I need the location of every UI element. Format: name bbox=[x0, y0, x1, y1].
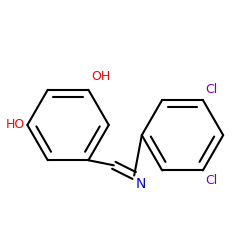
Text: N: N bbox=[136, 177, 146, 191]
Text: Cl: Cl bbox=[206, 83, 218, 96]
Text: HO: HO bbox=[6, 118, 25, 132]
Text: OH: OH bbox=[91, 70, 110, 84]
Text: Cl: Cl bbox=[206, 174, 218, 187]
